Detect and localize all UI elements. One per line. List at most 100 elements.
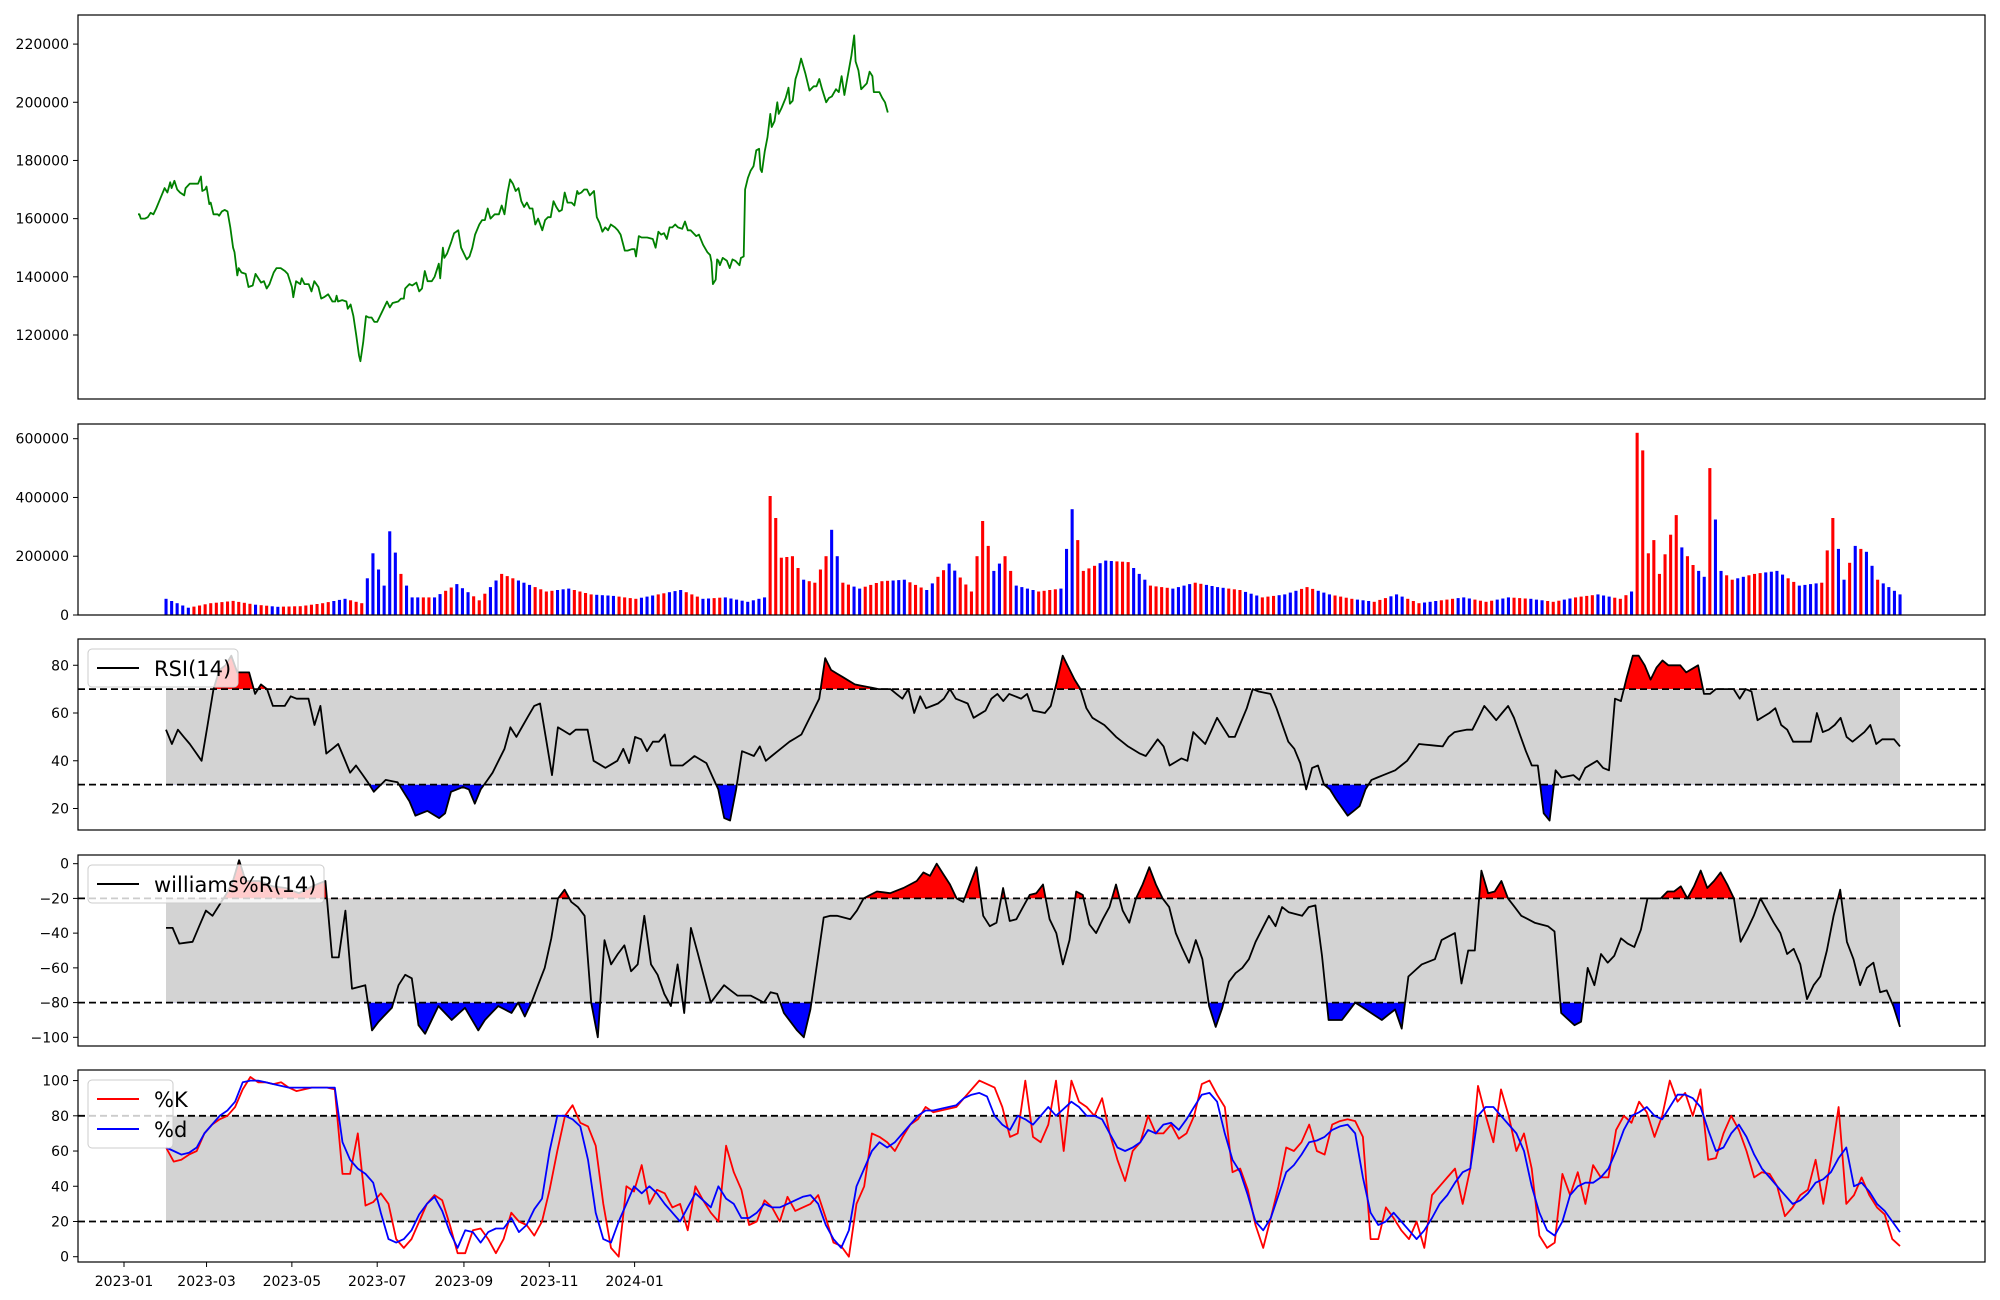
volume-bar — [701, 598, 705, 615]
volume-bar — [1333, 595, 1337, 615]
volume-bar — [1669, 534, 1673, 615]
volume-bar — [751, 600, 755, 615]
volume-bar — [1685, 556, 1689, 615]
volume-bar — [908, 582, 912, 615]
volume-bar — [293, 606, 297, 615]
volume-bar — [1065, 548, 1069, 615]
volume-bar — [1411, 601, 1415, 615]
volume-bar — [539, 589, 543, 615]
volume-bar — [483, 593, 487, 615]
volume-bar — [1238, 590, 1242, 615]
volume-bar — [1814, 583, 1818, 615]
volume-bar — [1462, 597, 1466, 615]
volume-bar — [365, 578, 369, 615]
volume-bar — [1736, 578, 1740, 615]
volume-bar — [1249, 593, 1253, 615]
volume-bar — [947, 563, 951, 615]
volume-bar — [1327, 594, 1331, 615]
stochastic-panel: 0 20 40 60 80 100 %K %d — [42, 1069, 1986, 1266]
y-tick-label: 120000 — [16, 328, 69, 344]
volume-bar — [533, 587, 537, 615]
williams-neutral-band — [166, 898, 1900, 1003]
volume-bar — [785, 557, 789, 615]
volume-bar — [1115, 561, 1119, 615]
volume-bar — [1607, 596, 1611, 615]
volume-bar — [1585, 595, 1589, 615]
volume-bar — [1048, 590, 1052, 615]
legend-box — [87, 648, 239, 688]
volume-bar — [1372, 601, 1376, 615]
williams-y-axis: −100 −80 −60 −40 −20 0 — [31, 857, 78, 1046]
volume-bar — [1490, 600, 1494, 615]
volume-bar — [1025, 588, 1029, 615]
volume-bar — [203, 604, 207, 615]
volume-bar — [1864, 551, 1868, 615]
volume-bar — [1132, 568, 1136, 615]
volume-bar — [488, 587, 492, 615]
rsi-panel: 20 40 60 80 RSI(14) — [51, 638, 1986, 831]
rsi-legend: RSI(14) — [87, 648, 239, 688]
volume-bar — [1451, 598, 1455, 615]
volume-bar — [1031, 590, 1035, 615]
y-tick-label: 600000 — [16, 432, 69, 448]
volume-bar — [651, 595, 655, 615]
volume-bar — [1216, 587, 1220, 615]
volume-bar — [1227, 588, 1231, 615]
volume-bar — [841, 582, 845, 615]
volume-bar — [1087, 568, 1091, 615]
volume-bar — [1691, 565, 1695, 615]
volume-bar — [1876, 579, 1880, 615]
volume-bar — [315, 604, 319, 615]
volume-bar — [656, 594, 660, 615]
volume-bar — [1182, 585, 1186, 615]
volume-bar — [1540, 600, 1544, 615]
volume-bar — [332, 601, 336, 615]
volume-bar — [164, 598, 168, 615]
volume-bar — [639, 597, 643, 615]
volume-bar — [1836, 548, 1840, 615]
volume-bar — [460, 588, 464, 615]
volume-bar — [880, 581, 884, 615]
volume-bar — [1272, 595, 1276, 615]
volume-bar — [1350, 598, 1354, 615]
volume-bar — [679, 590, 683, 615]
volume-bar — [824, 556, 828, 615]
volume-bar — [645, 596, 649, 615]
volume-bar — [1395, 594, 1399, 615]
volume-bar — [1121, 561, 1125, 615]
volume-bar — [768, 496, 772, 615]
volume-bar — [1221, 587, 1225, 615]
volume-bar — [472, 596, 476, 615]
volume-bar — [981, 521, 985, 615]
legend-label: %d — [154, 1118, 187, 1142]
volume-bar — [1294, 590, 1298, 615]
volume-bar — [198, 605, 202, 615]
volume-bar — [1434, 601, 1438, 615]
volume-bar — [1137, 573, 1141, 615]
volume-bar — [779, 557, 783, 615]
x-tick-label: 2024-01 — [605, 1274, 664, 1290]
volume-bar — [695, 596, 699, 615]
volume-bar — [1506, 597, 1510, 615]
volume-bar — [304, 605, 308, 615]
volume-bar — [1210, 586, 1214, 615]
volume-bar — [992, 570, 996, 615]
volume-bar — [858, 588, 862, 615]
volume-bar — [1758, 573, 1762, 615]
volume-bar — [1663, 554, 1667, 615]
volume-bar — [1820, 582, 1824, 615]
volume-bar — [505, 576, 509, 615]
volume-bar — [1641, 450, 1645, 615]
volume-bar — [611, 595, 615, 615]
volume-bar — [1160, 587, 1164, 615]
volume-bar — [248, 603, 252, 615]
volume-plot-frame — [77, 423, 1986, 616]
y-tick-label: 0 — [60, 1250, 69, 1266]
volume-bar — [550, 590, 554, 615]
volume-bar — [634, 598, 638, 615]
y-tick-label: 20 — [51, 802, 69, 818]
volume-bar — [438, 594, 442, 615]
volume-bar — [1467, 598, 1471, 615]
y-tick-label: 400000 — [16, 490, 69, 506]
